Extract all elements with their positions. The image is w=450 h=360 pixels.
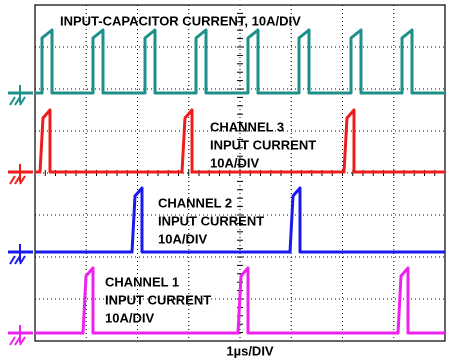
time-scale: 1µs/DIV [226, 343, 274, 358]
ground-marker [14, 175, 21, 185]
ground-marker [9, 175, 16, 185]
channel-label: INPUT CURRENT [210, 137, 316, 152]
channel-label: CHANNEL 2 [158, 195, 232, 210]
ground-marker [19, 175, 26, 185]
ground-marker [14, 96, 21, 106]
ground-marker [14, 255, 21, 265]
ground-marker [9, 336, 16, 346]
channel-label: CHANNEL 1 [105, 274, 179, 289]
ground-marker [14, 336, 21, 346]
trace [35, 266, 445, 335]
ground-marker [9, 96, 16, 106]
channel-label: 10A/DIV [158, 231, 207, 246]
ground-marker [19, 255, 26, 265]
channel-label: CHANNEL 3 [210, 119, 284, 134]
channel-label: 10A/DIV [210, 155, 259, 170]
trace [35, 28, 445, 95]
channel-label: INPUT CURRENT [158, 213, 264, 228]
ground-marker [9, 255, 16, 265]
ground-marker [19, 96, 26, 106]
title: INPUT-CAPACITOR CURRENT, 10A/DIV [60, 13, 301, 28]
channel-label: 10A/DIV [105, 310, 154, 325]
trace [35, 186, 445, 254]
ground-marker [19, 336, 26, 346]
channel-label: INPUT CURRENT [105, 292, 211, 307]
trace [35, 108, 445, 174]
